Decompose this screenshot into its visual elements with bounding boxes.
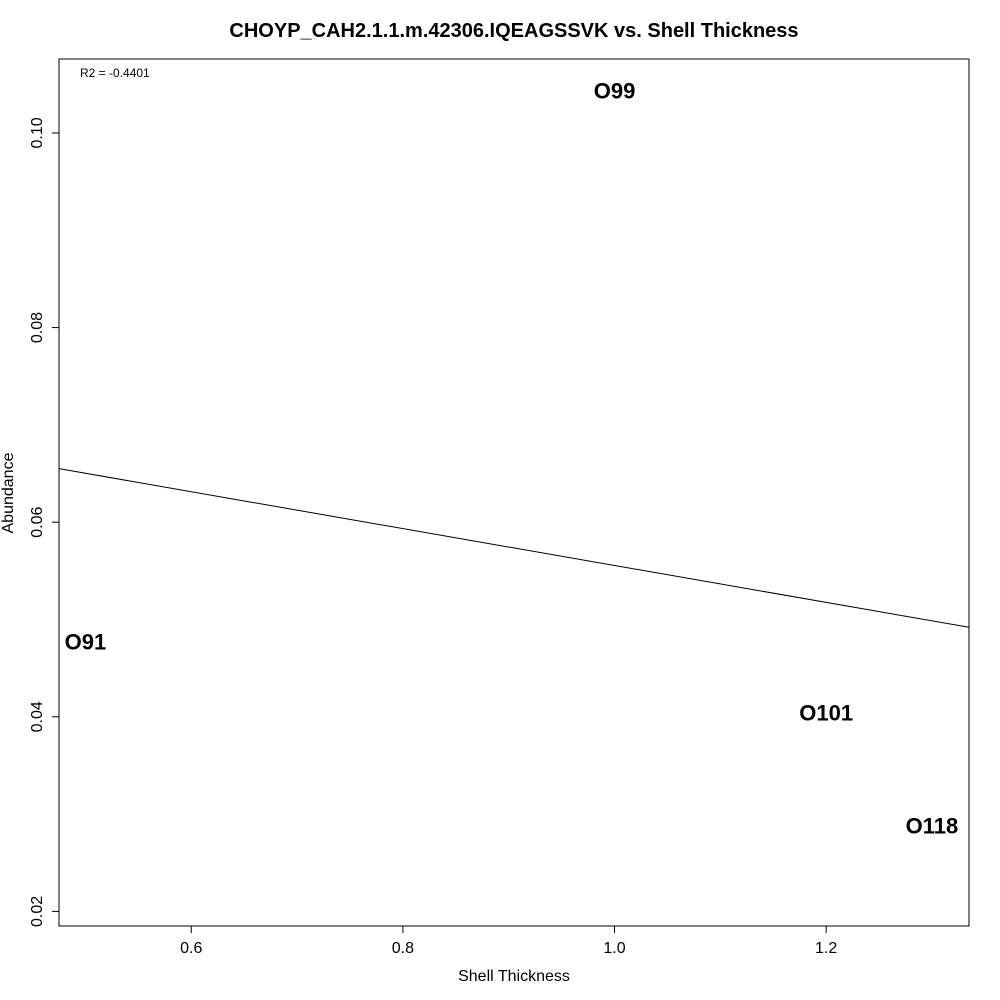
r2-annotation: R2 = -0.4401 xyxy=(80,66,150,80)
regression-line xyxy=(58,468,970,628)
x-tick-label: 0.8 xyxy=(392,940,414,957)
chart-title: CHOYP_CAH2.1.1.m.42306.IQEAGSSVK vs. She… xyxy=(229,20,798,42)
y-tick-label: 0.04 xyxy=(29,701,46,732)
x-tick-label: 0.6 xyxy=(180,940,202,957)
y-axis-label: Abundance xyxy=(0,452,17,533)
y-tick-label: 0.10 xyxy=(29,117,46,148)
data-point-o99: O99 xyxy=(594,79,636,104)
x-tick-label: 1.2 xyxy=(815,940,837,957)
y-axis: 0.02 0.04 0.06 0.08 0.10 xyxy=(29,117,60,927)
y-tick-label: 0.06 xyxy=(29,507,46,538)
data-point-o101: O101 xyxy=(799,700,853,725)
data-point-o118: O118 xyxy=(906,813,959,838)
y-tick-label: 0.02 xyxy=(29,896,46,927)
y-tick-label: 0.08 xyxy=(29,312,46,343)
x-tick-label: 1.0 xyxy=(603,940,625,957)
data-point-labels: O91 O99 O101 O118 xyxy=(65,79,959,839)
data-point-o91: O91 xyxy=(65,629,107,654)
x-axis: 0.6 0.8 1.0 1.2 xyxy=(180,925,837,957)
x-axis-label: Shell Thickness xyxy=(458,968,570,985)
